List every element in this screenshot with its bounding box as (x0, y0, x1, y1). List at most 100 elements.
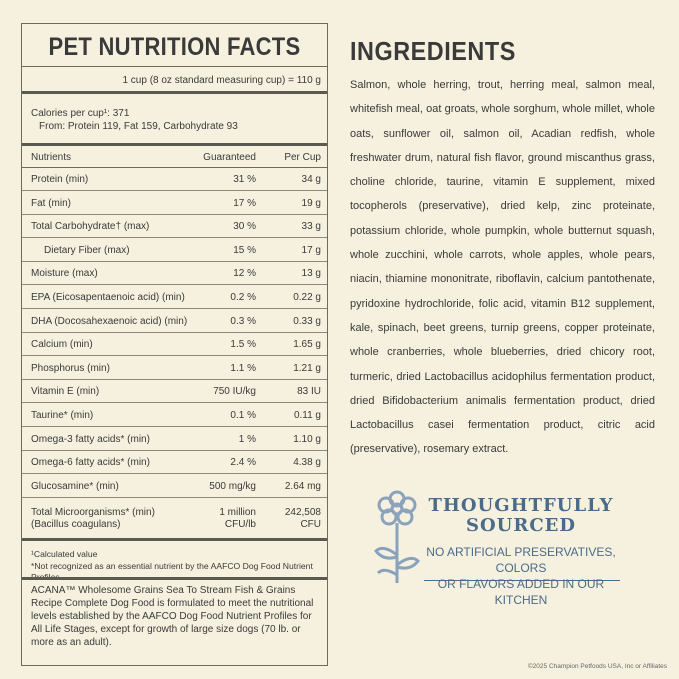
guaranteed-value: 500 mg/kg (209, 480, 256, 492)
per-cup-value: 34 g (301, 174, 321, 185)
nutrient-name: Calcium (min) (31, 339, 93, 351)
nutrient-name: Taurine* (min) (31, 410, 94, 421)
per-cup-value: 1.10 g (293, 433, 321, 445)
per-cup-value: 0.11 g (293, 410, 321, 421)
guaranteed-value: 0.1 % (230, 410, 256, 421)
row-divider (22, 426, 327, 427)
per-cup-value: 2.64 mg (284, 480, 321, 492)
per-cup-value: 1.65 g (293, 339, 321, 351)
micro-percup-line2: CFU (300, 519, 321, 530)
nutrient-row: Omega-3 fatty acids* (min) 1 % 1.10 g (22, 428, 327, 451)
nutrient-row: Fat (min) 17 % 19 g (22, 192, 327, 215)
calories-from: From: Protein 119, Fat 159, Carbohydrate… (39, 121, 238, 132)
no-artificial-note: NO ARTIFICIAL PRESERVATIVES, COLORS OR F… (419, 544, 623, 608)
row-divider (22, 449, 327, 451)
guaranteed-value: 2.4 % (230, 457, 256, 469)
nutrient-name: Fat (min) (31, 197, 71, 209)
divider (22, 167, 327, 168)
guaranteed-value: 31 % (233, 174, 256, 185)
nutrient-name: Dietary Fiber (max) (44, 244, 130, 256)
nutrient-name: Phosphorus (min) (31, 362, 110, 374)
per-cup-value: 4.38 g (293, 457, 321, 469)
badge-line1: THOUGHTFULLY (428, 495, 614, 516)
guaranteed-value: 17 % (233, 197, 256, 209)
divider (22, 143, 327, 146)
aafco-statement: ACANA™ Wholesome Grains Sea To Stream Fi… (31, 585, 314, 648)
guaranteed-value: 30 % (233, 221, 256, 233)
nutrient-row: Moisture (max) 12 % 13 g (22, 262, 327, 286)
row-divider (22, 402, 327, 404)
divider (22, 66, 327, 67)
micro-name-line2: (Bacillus coagulans) (31, 519, 121, 530)
nutrient-row: Glucosamine* (min) 500 mg/kg 2.64 mg (22, 475, 327, 498)
guaranteed-value: 1 million CFU/lb (219, 507, 256, 531)
guaranteed-value: 0.2 % (230, 292, 256, 303)
footnote-calculated: ¹Calculated value (31, 549, 98, 559)
per-cup-value: 19 g (301, 197, 321, 209)
row-divider (22, 260, 327, 262)
nutrient-name: EPA (Eicosapentaenoic acid) (min) (31, 292, 185, 303)
nutrient-name: DHA (Docosahexaenoic acid) (min) (31, 315, 188, 327)
ingredients-list: Salmon, whole herring, trout, herring me… (350, 79, 655, 456)
badge-line2: SOURCED (466, 515, 576, 536)
per-cup-value: 242,508 CFU (285, 507, 321, 531)
row-divider (22, 213, 327, 215)
divider (22, 91, 327, 94)
row-divider (22, 331, 327, 333)
nutrient-name: Vitamin E (min) (31, 386, 100, 398)
nutrient-name: Glucosamine* (min) (31, 480, 119, 492)
nutrient-row: EPA (Eicosapentaenoic acid) (min) 0.2 % 0.… (22, 286, 327, 309)
per-cup-value: 0.22 g (293, 292, 321, 303)
nutrient-row: Phosphorus (min) 1.1 % 1.21 g (22, 357, 327, 380)
per-cup-value: 1.21 g (293, 362, 321, 374)
divider (22, 577, 327, 580)
nutrient-name: Total Carbohydrate† (max) (31, 221, 150, 233)
divider (22, 538, 327, 541)
per-cup-value: 33 g (301, 221, 321, 233)
row-divider (22, 308, 327, 309)
guaranteed-value: 12 % (233, 268, 256, 280)
micro-name-line1: Total Microorganisms* (min) (31, 507, 155, 518)
ingredients-title: INGREDIENTS (350, 36, 516, 66)
row-divider (22, 378, 327, 380)
row-divider (22, 284, 327, 286)
guaranteed-value: 1.1 % (230, 362, 256, 374)
micro-percup-line1: 242,508 (284, 507, 321, 518)
row-divider (22, 190, 327, 191)
per-cup-value: 17 g (301, 244, 321, 256)
micro-guaranteed-line2: CFU/lb (224, 519, 256, 530)
badge-underline (424, 580, 620, 581)
copyright: ©2025 Champion Petfoods USA, Inc or Affi… (527, 663, 667, 670)
row-divider (22, 473, 327, 475)
header-per-cup: Per Cup (284, 152, 321, 163)
calories-per-cup: Calories per cup¹: 371 (31, 108, 130, 119)
nutrient-row: DHA (Docosahexaenoic acid) (min) 0.3 % 0.3… (22, 310, 327, 333)
flower-icon (374, 490, 420, 583)
nutrient-row: Total Carbohydrate† (max) 30 % 33 g (22, 215, 327, 239)
nutrient-name: Protein (min) (31, 174, 89, 185)
nutrient-name: Moisture (max) (31, 268, 98, 280)
header-nutrients: Nutrients (31, 152, 72, 163)
nutrition-facts-panel: PET NUTRITION FACTS 1 cup (8 oz standard… (21, 23, 328, 666)
nutrient-row: Protein (min) 31 % 34 g (22, 168, 327, 191)
guaranteed-value: 1 % (238, 433, 256, 445)
per-cup-value: 13 g (301, 268, 321, 280)
nutrient-row: Vitamin E (min) 750 IU/kg 83 IU (22, 380, 327, 404)
row-divider (22, 237, 327, 239)
row-divider (22, 355, 327, 357)
guaranteed-value: 0.3 % (230, 315, 256, 327)
nutrient-row: Taurine* (min) 0.1 % 0.11 g (22, 404, 327, 427)
nutrient-row: Calcium (min) 1.5 % 1.65 g (22, 333, 327, 357)
nutrient-name: Omega-6 fatty acids* (min) (31, 457, 150, 469)
thoughtfully-sourced-heading: THOUGHTFULLY SOURCED (420, 496, 622, 536)
guaranteed-value: 750 IU/kg (213, 386, 256, 398)
row-divider (22, 496, 327, 498)
nutrient-row: Omega-6 fatty acids* (min) 2.4 % 4.38 g (22, 451, 327, 475)
per-cup-value: 0.33 g (293, 315, 321, 327)
nutrition-title: PET NUTRITION FACTS (48, 33, 301, 61)
guaranteed-value: 1.5 % (230, 339, 256, 351)
header-guaranteed: Guaranteed (203, 152, 256, 163)
micro-guaranteed-line1: 1 million (219, 507, 256, 518)
guaranteed-value: 15 % (233, 244, 256, 256)
microorganisms-row: Total Microorganisms* (min) (Bacillus co… (22, 504, 327, 536)
